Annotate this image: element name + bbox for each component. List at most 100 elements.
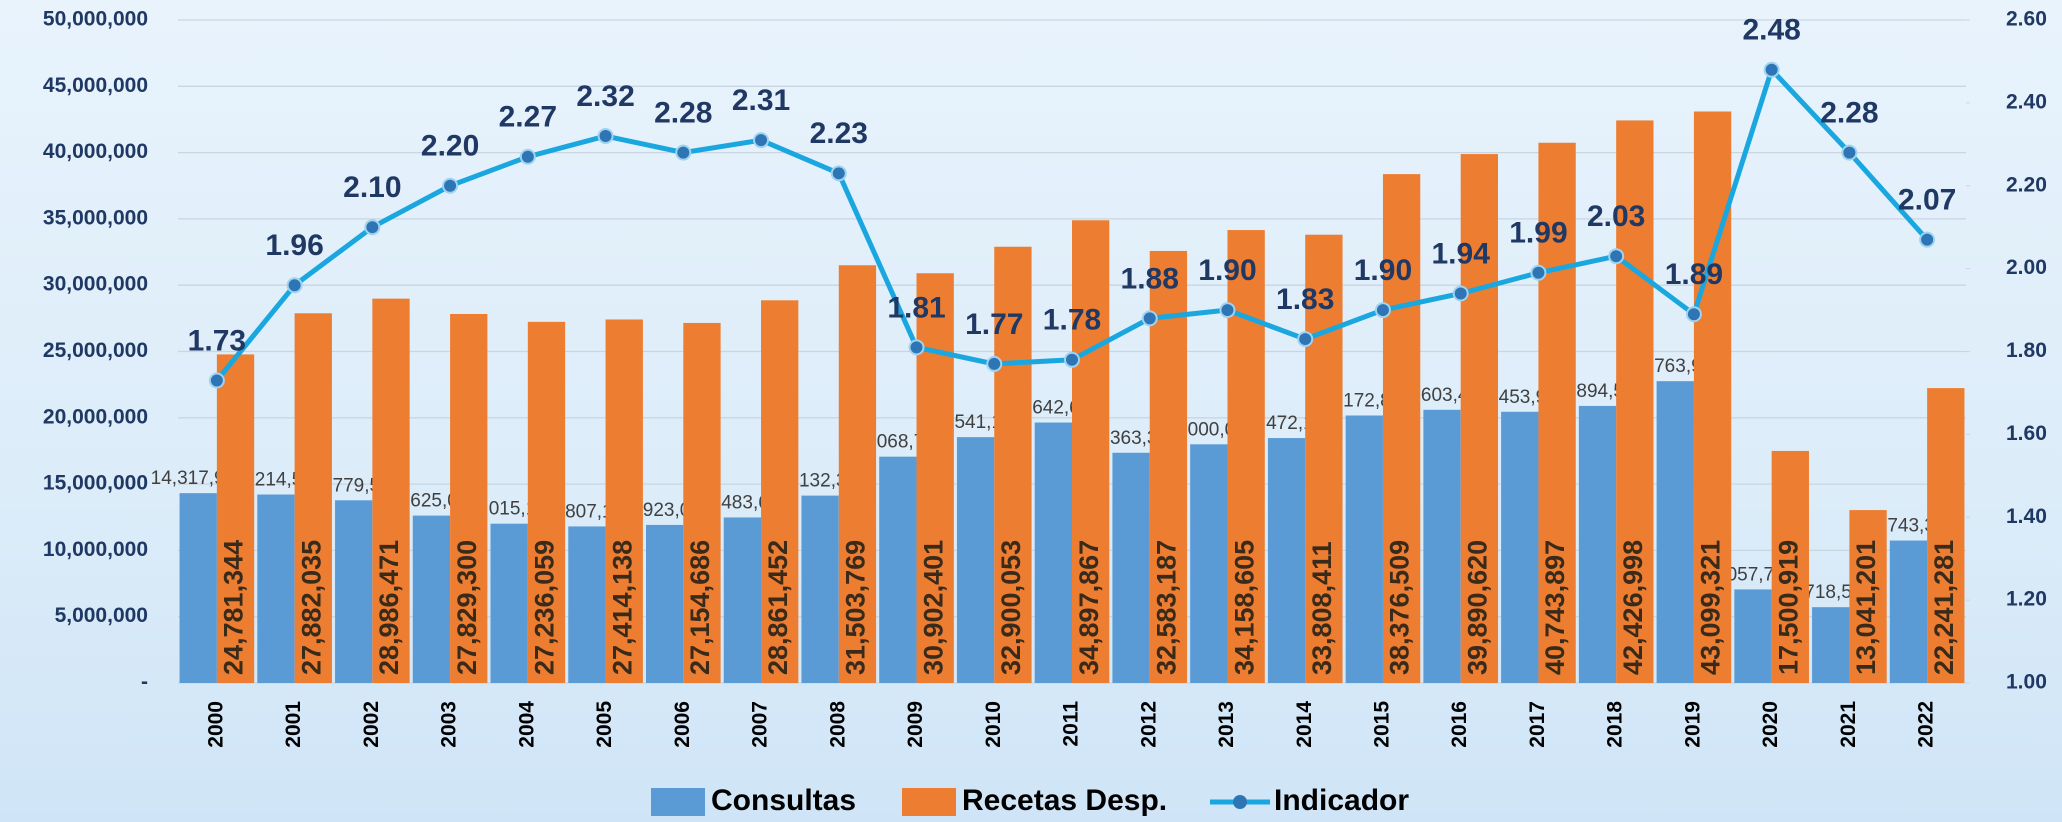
y-tick-label: 20,000,000 bbox=[43, 405, 148, 428]
legend-marker bbox=[1233, 795, 1247, 809]
data-label: 28,861,452 bbox=[763, 540, 793, 675]
data-label: 1.90 bbox=[1198, 254, 1256, 287]
y2-tick-label: 2.00 bbox=[2006, 256, 2047, 279]
y-tick-label: 15,000,000 bbox=[43, 472, 148, 495]
x-tick-label: 2002 bbox=[360, 701, 383, 748]
bar bbox=[1501, 411, 1539, 683]
bar bbox=[645, 524, 684, 683]
data-label: 27,154,686 bbox=[685, 540, 715, 675]
y-tick-label: 45,000,000 bbox=[43, 74, 148, 97]
data-label: 40,743,897 bbox=[1540, 540, 1570, 675]
marker bbox=[753, 132, 770, 149]
data-label: 1.99 bbox=[1509, 217, 1567, 250]
marker bbox=[986, 355, 1003, 372]
x-tick-label: 2000 bbox=[204, 701, 227, 748]
data-label: 2.28 bbox=[1820, 97, 1878, 130]
marker bbox=[1374, 302, 1391, 319]
bar bbox=[1538, 142, 1576, 683]
bar bbox=[1267, 438, 1306, 683]
bar bbox=[683, 322, 721, 683]
marker bbox=[286, 277, 303, 294]
bar bbox=[1072, 220, 1110, 684]
y2-tick-label: 1.60 bbox=[2006, 422, 2047, 445]
bar bbox=[994, 246, 1032, 683]
bar bbox=[1305, 234, 1343, 683]
x-tick-label: 2015 bbox=[1371, 701, 1394, 748]
x-tick-label: 2005 bbox=[593, 701, 616, 748]
data-label: 17,500,919 bbox=[1773, 540, 1803, 675]
y2-tick-label: 2.40 bbox=[2006, 90, 2047, 113]
data-label: 1.78 bbox=[1043, 304, 1101, 337]
data-label: 27,829,300 bbox=[452, 540, 482, 675]
marker bbox=[364, 219, 381, 236]
data-label: 1.77 bbox=[965, 308, 1023, 341]
marker bbox=[1841, 144, 1858, 161]
data-label: 43,099,321 bbox=[1696, 540, 1726, 675]
bar bbox=[450, 313, 488, 683]
x-tick-label: 2013 bbox=[1215, 701, 1238, 748]
data-label: 1.90 bbox=[1354, 254, 1412, 287]
bar bbox=[490, 523, 528, 683]
bar bbox=[568, 526, 606, 683]
x-tick-label: 2008 bbox=[826, 701, 849, 748]
bar bbox=[1927, 388, 1965, 683]
y-tick-label: 5,000,000 bbox=[55, 604, 148, 627]
data-label: 32,900,053 bbox=[996, 540, 1026, 675]
data-label: 39,890,620 bbox=[1462, 540, 1492, 675]
x-tick-label: 2022 bbox=[1915, 701, 1938, 748]
marker bbox=[1297, 331, 1314, 348]
data-label: 2.10 bbox=[343, 171, 401, 204]
marker bbox=[1763, 61, 1780, 78]
y2-tick-label: 2.20 bbox=[2006, 173, 2047, 196]
data-label: 31,503,769 bbox=[841, 540, 871, 675]
bar bbox=[257, 494, 295, 683]
data-label: 34,897,867 bbox=[1074, 540, 1104, 675]
bar bbox=[294, 313, 332, 683]
x-tick-label: 2010 bbox=[982, 701, 1005, 748]
bar bbox=[956, 437, 995, 683]
bar bbox=[1693, 111, 1732, 684]
data-label: 2.20 bbox=[421, 130, 479, 163]
legend-label: Recetas Desp. bbox=[962, 784, 1167, 817]
data-label: 34,158,605 bbox=[1229, 540, 1259, 675]
data-label: 2.28 bbox=[654, 97, 712, 130]
bar bbox=[1345, 415, 1383, 683]
marker bbox=[1452, 285, 1469, 302]
marker bbox=[442, 177, 459, 194]
data-label: 1.94 bbox=[1432, 237, 1491, 270]
y-tick-label: 35,000,000 bbox=[43, 206, 148, 229]
bar bbox=[1190, 444, 1228, 683]
marker bbox=[519, 148, 536, 165]
legend-swatch bbox=[902, 788, 956, 816]
legend-label: Consultas bbox=[711, 784, 856, 817]
marker bbox=[1219, 302, 1236, 319]
data-label: 32,583,187 bbox=[1152, 540, 1182, 675]
data-label: 27,236,059 bbox=[530, 540, 560, 675]
x-tick-label: 2012 bbox=[1137, 701, 1160, 748]
bar bbox=[1656, 381, 1694, 683]
data-label: 13,041,201 bbox=[1851, 540, 1881, 675]
bar bbox=[412, 515, 451, 683]
marker bbox=[1685, 306, 1702, 323]
marker bbox=[830, 165, 847, 182]
x-tick-label: 2006 bbox=[671, 701, 694, 748]
bar bbox=[879, 456, 917, 683]
legend-label: Indicador bbox=[1274, 784, 1409, 817]
x-tick-label: 2004 bbox=[515, 701, 538, 748]
x-tick-label: 2020 bbox=[1759, 701, 1782, 748]
data-label: 2.27 bbox=[499, 101, 557, 134]
x-tick-label: 2017 bbox=[1526, 701, 1549, 748]
data-label: 27,414,138 bbox=[607, 540, 637, 675]
x-tick-label: 2007 bbox=[749, 701, 772, 748]
marker bbox=[1141, 310, 1158, 327]
legend-swatch bbox=[651, 788, 705, 816]
data-label: 2.07 bbox=[1898, 184, 1956, 217]
bar bbox=[335, 500, 373, 683]
x-tick-label: 2009 bbox=[904, 701, 927, 748]
x-tick-label: 2016 bbox=[1448, 701, 1471, 748]
marker bbox=[1608, 248, 1625, 265]
bar bbox=[1578, 405, 1617, 683]
x-tick-label: 2011 bbox=[1060, 701, 1083, 747]
x-tick-label: 2021 bbox=[1837, 701, 1860, 748]
x-tick-label: 2001 bbox=[282, 701, 305, 748]
